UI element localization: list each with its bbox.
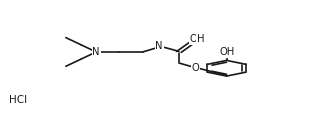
Text: OH: OH	[219, 47, 234, 57]
Text: O: O	[189, 34, 197, 44]
Text: HCl: HCl	[9, 95, 27, 105]
Text: N: N	[155, 41, 163, 51]
Text: O: O	[191, 63, 199, 73]
Text: H: H	[197, 34, 204, 44]
Text: N: N	[92, 47, 100, 57]
